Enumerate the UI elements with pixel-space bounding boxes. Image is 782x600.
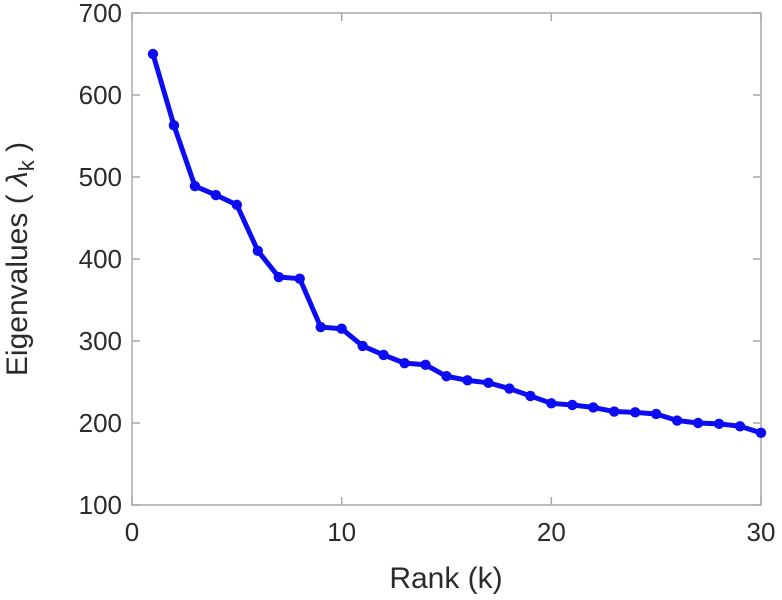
data-point-marker xyxy=(231,199,243,211)
y-tick-label: 600 xyxy=(79,80,122,110)
y-tick-label: 700 xyxy=(79,0,122,28)
data-point-marker xyxy=(588,402,599,413)
data-point-marker xyxy=(630,407,641,418)
data-point-marker xyxy=(189,180,201,192)
data-point-marker xyxy=(336,323,347,334)
data-point-marker xyxy=(713,418,725,430)
x-tick-label: 0 xyxy=(125,517,139,547)
data-point-marker xyxy=(378,349,389,361)
y-axis-label-subscript: k xyxy=(14,159,39,171)
data-point-marker xyxy=(420,359,431,370)
data-point-marker xyxy=(294,273,305,284)
x-tick-label: 30 xyxy=(747,517,776,547)
y-tick-label: 200 xyxy=(79,408,122,438)
data-point-marker xyxy=(147,48,159,60)
x-tick-label: 10 xyxy=(327,517,356,547)
data-point-marker xyxy=(399,357,410,369)
y-axis-label: Eigenvalues ( λk ) xyxy=(1,142,39,376)
y-axis-label-suffix: ) xyxy=(1,142,34,160)
data-point-marker xyxy=(168,120,180,131)
data-point-marker xyxy=(525,390,536,402)
x-tick-label: 20 xyxy=(537,517,566,547)
data-point-marker xyxy=(650,408,662,420)
data-point-marker xyxy=(567,399,578,411)
y-tick-label: 400 xyxy=(79,244,122,274)
data-line xyxy=(150,51,764,436)
data-point-marker xyxy=(546,398,557,409)
data-point-marker xyxy=(210,189,222,201)
plot-box xyxy=(131,12,762,506)
data-point-marker xyxy=(441,371,452,382)
plot-area: 0 10 20 30 100 200 300 400 500 600 700 xyxy=(79,0,776,547)
y-tick-label: 100 xyxy=(79,490,122,520)
data-point-marker xyxy=(671,415,683,426)
y-tick-label: 300 xyxy=(79,326,122,356)
x-axis-label: Rank (k) xyxy=(389,562,502,595)
data-point-marker xyxy=(734,421,746,432)
y-tick-label: 500 xyxy=(79,162,122,192)
y-axis-label-prefix: Eigenvalues ( xyxy=(1,186,34,376)
data-point-marker xyxy=(273,271,284,283)
data-point-marker xyxy=(252,245,263,256)
data-point-marker xyxy=(357,340,368,352)
data-point-marker xyxy=(483,377,494,389)
data-point-marker xyxy=(755,427,767,439)
lambda-symbol: λ xyxy=(1,171,34,188)
data-point-marker xyxy=(315,321,326,333)
data-point-marker xyxy=(504,383,515,394)
data-point-marker xyxy=(609,406,620,417)
data-point-marker xyxy=(692,417,704,429)
data-point-marker xyxy=(462,375,473,386)
